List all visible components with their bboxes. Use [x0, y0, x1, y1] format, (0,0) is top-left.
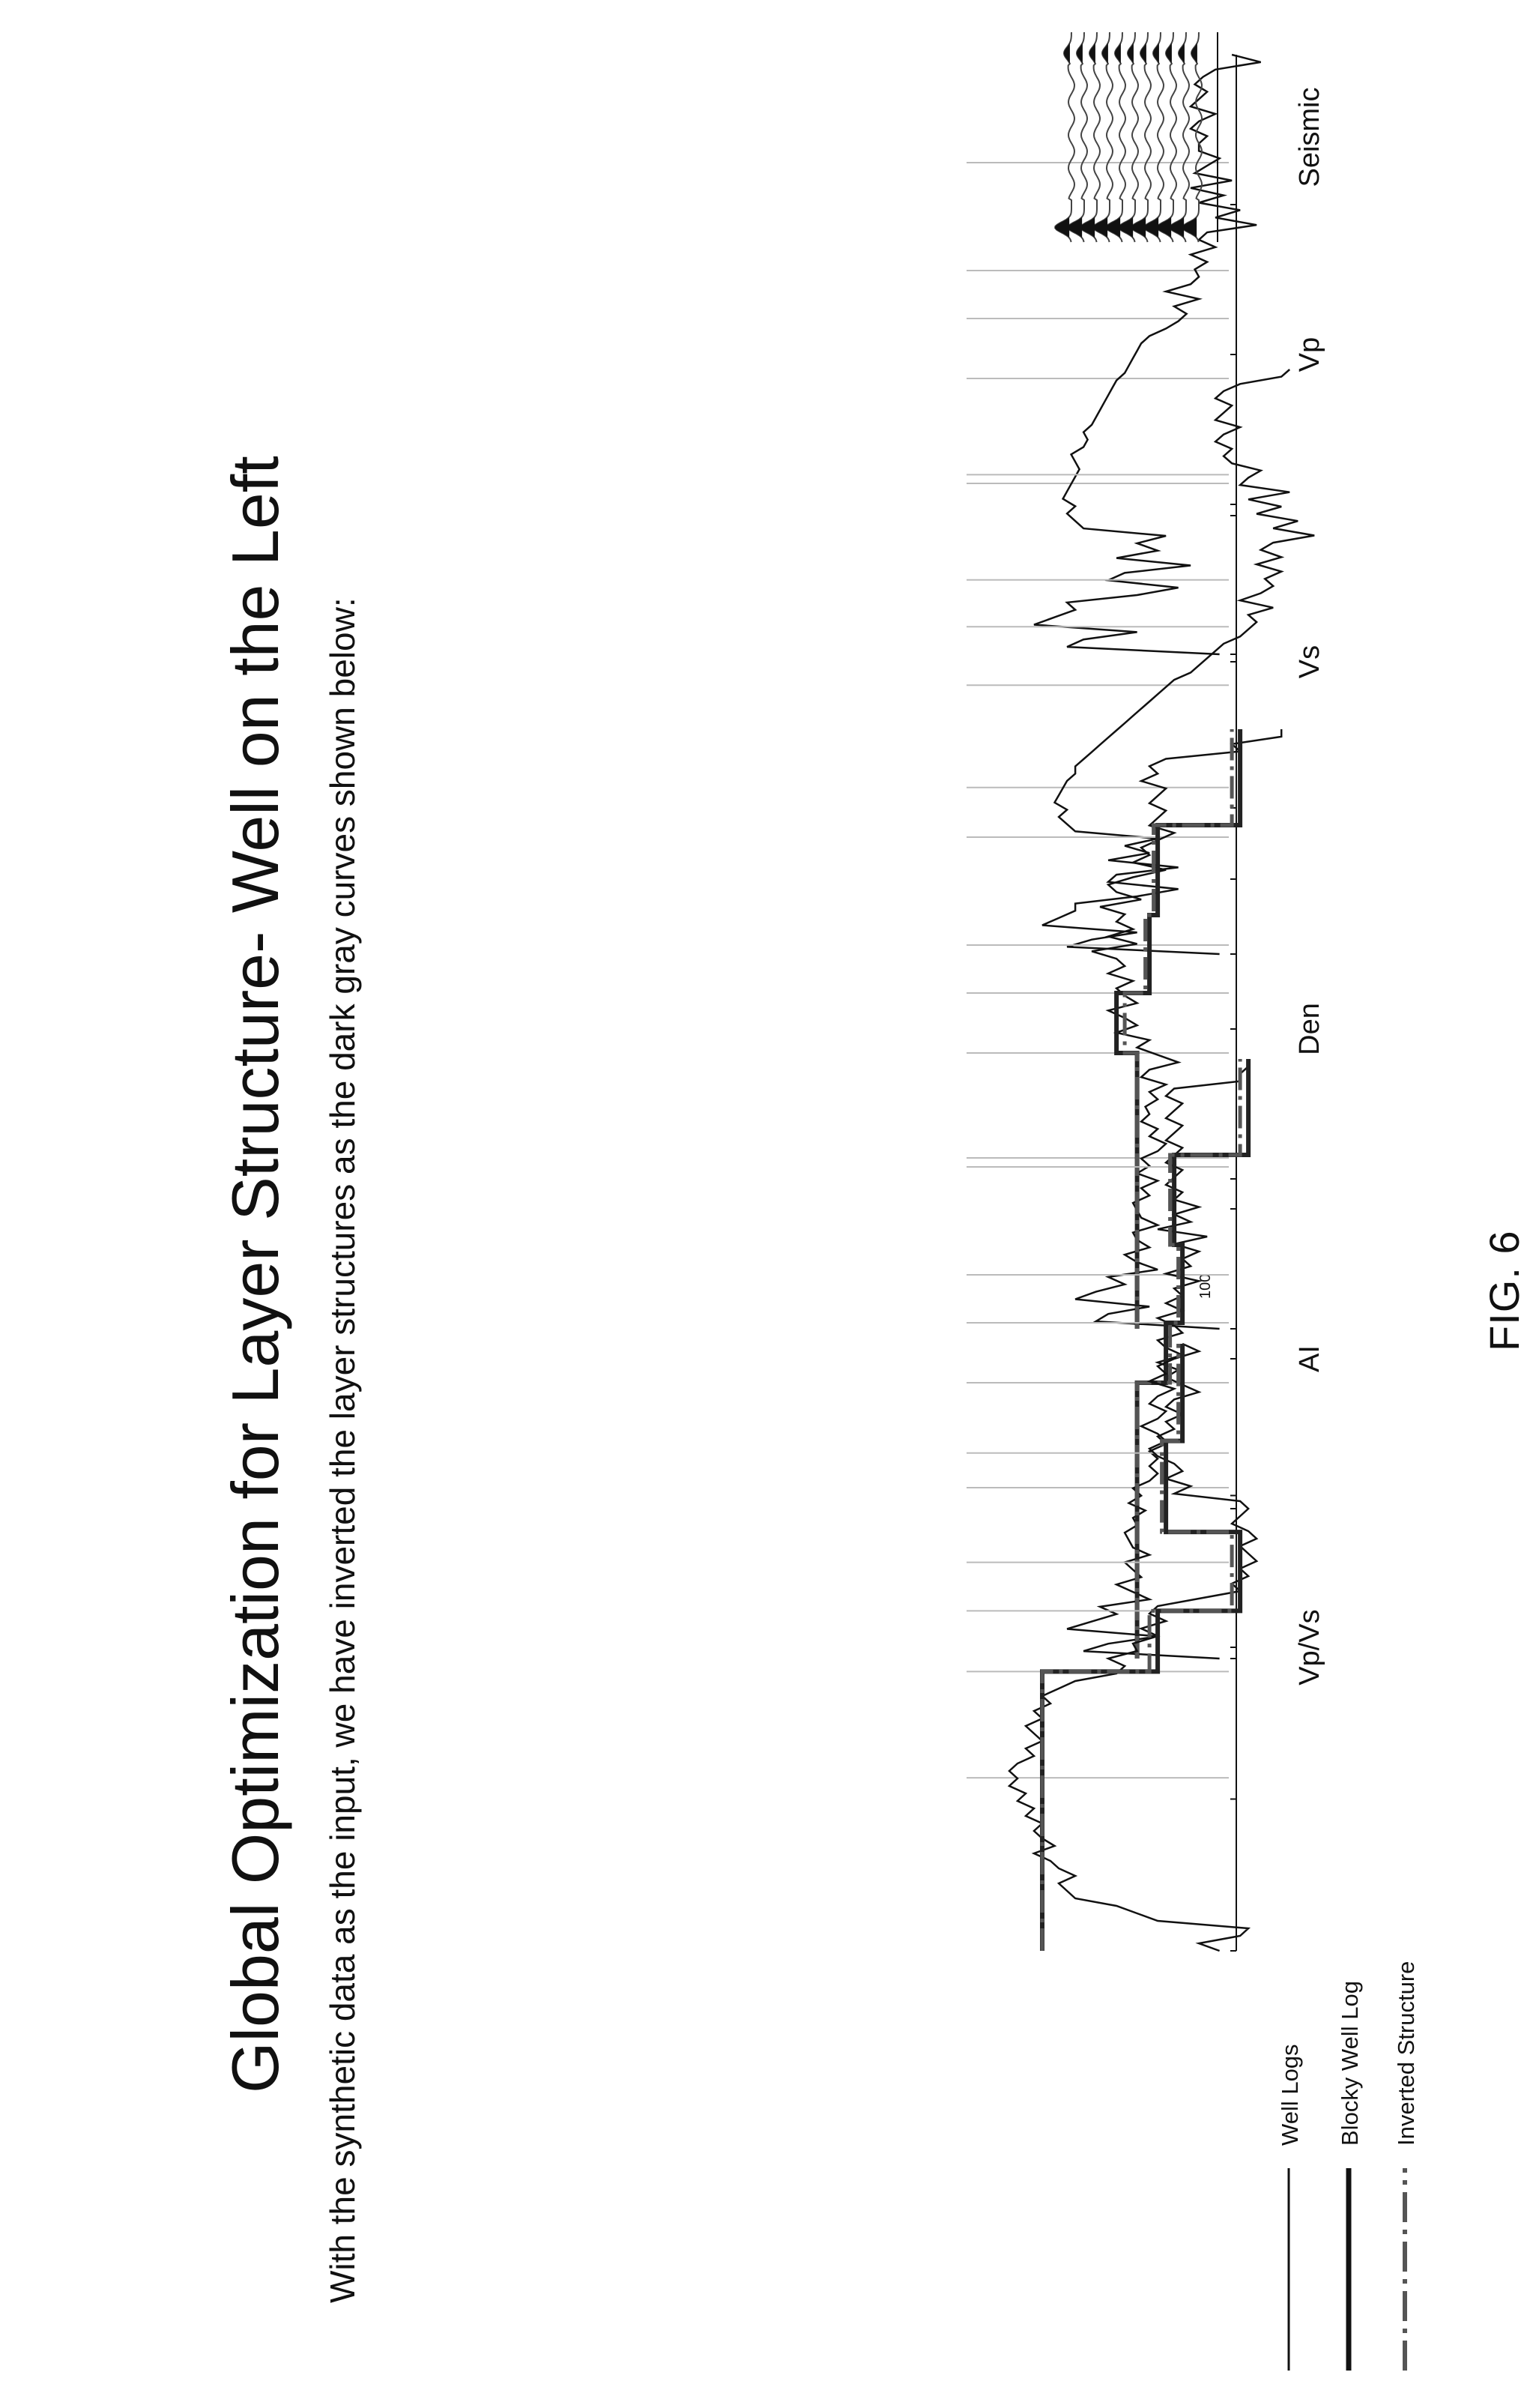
seismic-peak-fill	[1179, 43, 1185, 64]
seismic-peak-fill	[1144, 217, 1159, 238]
inverted-structure-curve	[1040, 1344, 1234, 1951]
panel-annotation: 100	[1197, 1274, 1214, 1299]
well-log-curve	[1074, 729, 1283, 1330]
axis-label-1: Vs	[1294, 645, 1325, 678]
seismic-peak-fill	[1106, 217, 1121, 238]
seismic-peak-fill	[1128, 43, 1134, 64]
axis-label-3: AI	[1294, 1345, 1325, 1372]
seismic-trace	[1092, 31, 1114, 243]
seismic-trace	[1080, 31, 1101, 243]
seismic-trace	[1131, 31, 1152, 243]
seismic-trace	[1118, 31, 1140, 243]
axis-label-0: Vp	[1294, 337, 1325, 372]
seismic-trace	[1054, 31, 1076, 243]
seismic-trace	[1182, 31, 1203, 243]
seismic-peak-fill	[1131, 217, 1146, 238]
seismic-peak-fill	[1089, 43, 1095, 64]
seismic-peak-fill	[1064, 43, 1070, 64]
seismic-peak-fill	[1093, 217, 1108, 238]
seismic-peak-fill	[1157, 217, 1172, 238]
legend-swatch-dashdot-icon	[1403, 2168, 1407, 2371]
axis-label-4: Vp/Vs	[1294, 1609, 1325, 1685]
seismic-trace	[1143, 31, 1165, 243]
inverted-structure-curve	[1122, 729, 1234, 1329]
well-log-curve	[1066, 1059, 1250, 1660]
seismic-trace	[1169, 31, 1191, 243]
seismic-peak-fill	[1119, 217, 1134, 238]
well-log-curve	[1007, 1342, 1259, 1952]
legend-swatch-thin-icon	[1287, 2168, 1290, 2371]
seismic-peak-fill	[1102, 43, 1108, 64]
seismic-peak-fill	[1080, 217, 1095, 238]
seismic-peak-fill	[1068, 217, 1083, 238]
well-log-curve	[1033, 53, 1262, 656]
figure-label: FIG. 6	[1481, 1230, 1528, 1351]
seismic-peak-fill	[1166, 43, 1172, 64]
seismic-peak-fill	[1153, 43, 1159, 64]
axis-label-2: Den	[1294, 1003, 1325, 1055]
seismic-peak-fill	[1140, 43, 1146, 64]
seismic-trace	[1067, 31, 1089, 243]
blocky-well-log-curve	[1040, 1344, 1243, 1951]
seismic-peak-fill	[1115, 43, 1121, 64]
well-log-curve	[1041, 369, 1315, 956]
seismic-peak-fill	[1182, 217, 1197, 238]
seismic-peak-fill	[1077, 43, 1083, 64]
seismic-trace	[1105, 31, 1127, 243]
axis-label-5: Seismic	[1294, 87, 1325, 187]
legend-swatch-thick-icon	[1346, 2168, 1352, 2371]
seismic-peak-fill	[1170, 217, 1185, 238]
seismic-trace	[1156, 31, 1178, 243]
seismic-peak-fill	[1191, 43, 1197, 64]
seismic-peak-fill	[1055, 217, 1070, 238]
blocky-well-log-curve	[1114, 729, 1243, 1329]
inverted-structure-curve	[1135, 1059, 1242, 1659]
